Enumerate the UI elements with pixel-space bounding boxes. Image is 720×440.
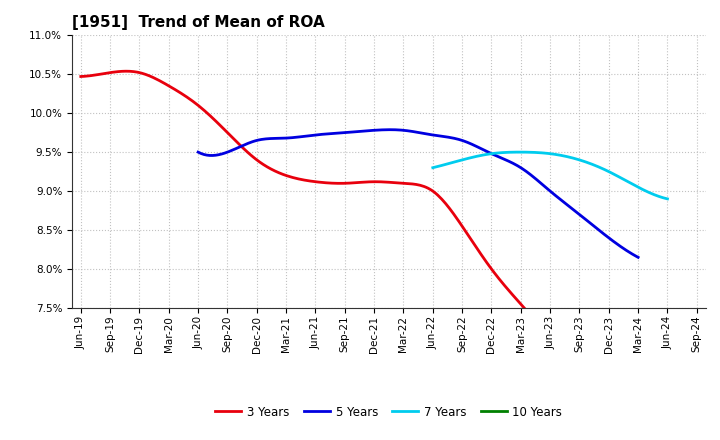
3 Years [426, 187, 434, 192]
7 Years [573, 157, 582, 162]
3 Years [78, 74, 87, 79]
5 Years [457, 138, 466, 143]
7 Years [516, 150, 524, 155]
5 Years [566, 205, 575, 210]
Line: 3 Years: 3 Years [81, 71, 667, 440]
5 Years [456, 137, 464, 143]
3 Years [610, 404, 618, 410]
7 Years [627, 181, 636, 186]
5 Years [387, 127, 395, 132]
7 Years [569, 155, 577, 161]
5 Years [464, 140, 473, 146]
Text: [1951]  Trend of Mean of ROA: [1951] Trend of Mean of ROA [72, 15, 325, 30]
3 Years [573, 367, 582, 372]
7 Years [428, 165, 437, 170]
7 Years [568, 155, 577, 161]
3 Years [76, 74, 85, 79]
3 Years [438, 197, 446, 202]
5 Years [634, 255, 642, 260]
7 Years [642, 189, 651, 194]
5 Years [194, 150, 202, 155]
5 Years [195, 150, 204, 155]
3 Years [428, 188, 436, 193]
7 Years [429, 165, 438, 170]
Line: 7 Years: 7 Years [433, 152, 667, 199]
Line: 5 Years: 5 Years [198, 130, 638, 257]
7 Years [663, 196, 672, 202]
Legend: 3 Years, 5 Years, 7 Years, 10 Years: 3 Years, 5 Years, 7 Years, 10 Years [210, 401, 567, 424]
3 Years [122, 69, 130, 74]
5 Years [594, 227, 603, 232]
